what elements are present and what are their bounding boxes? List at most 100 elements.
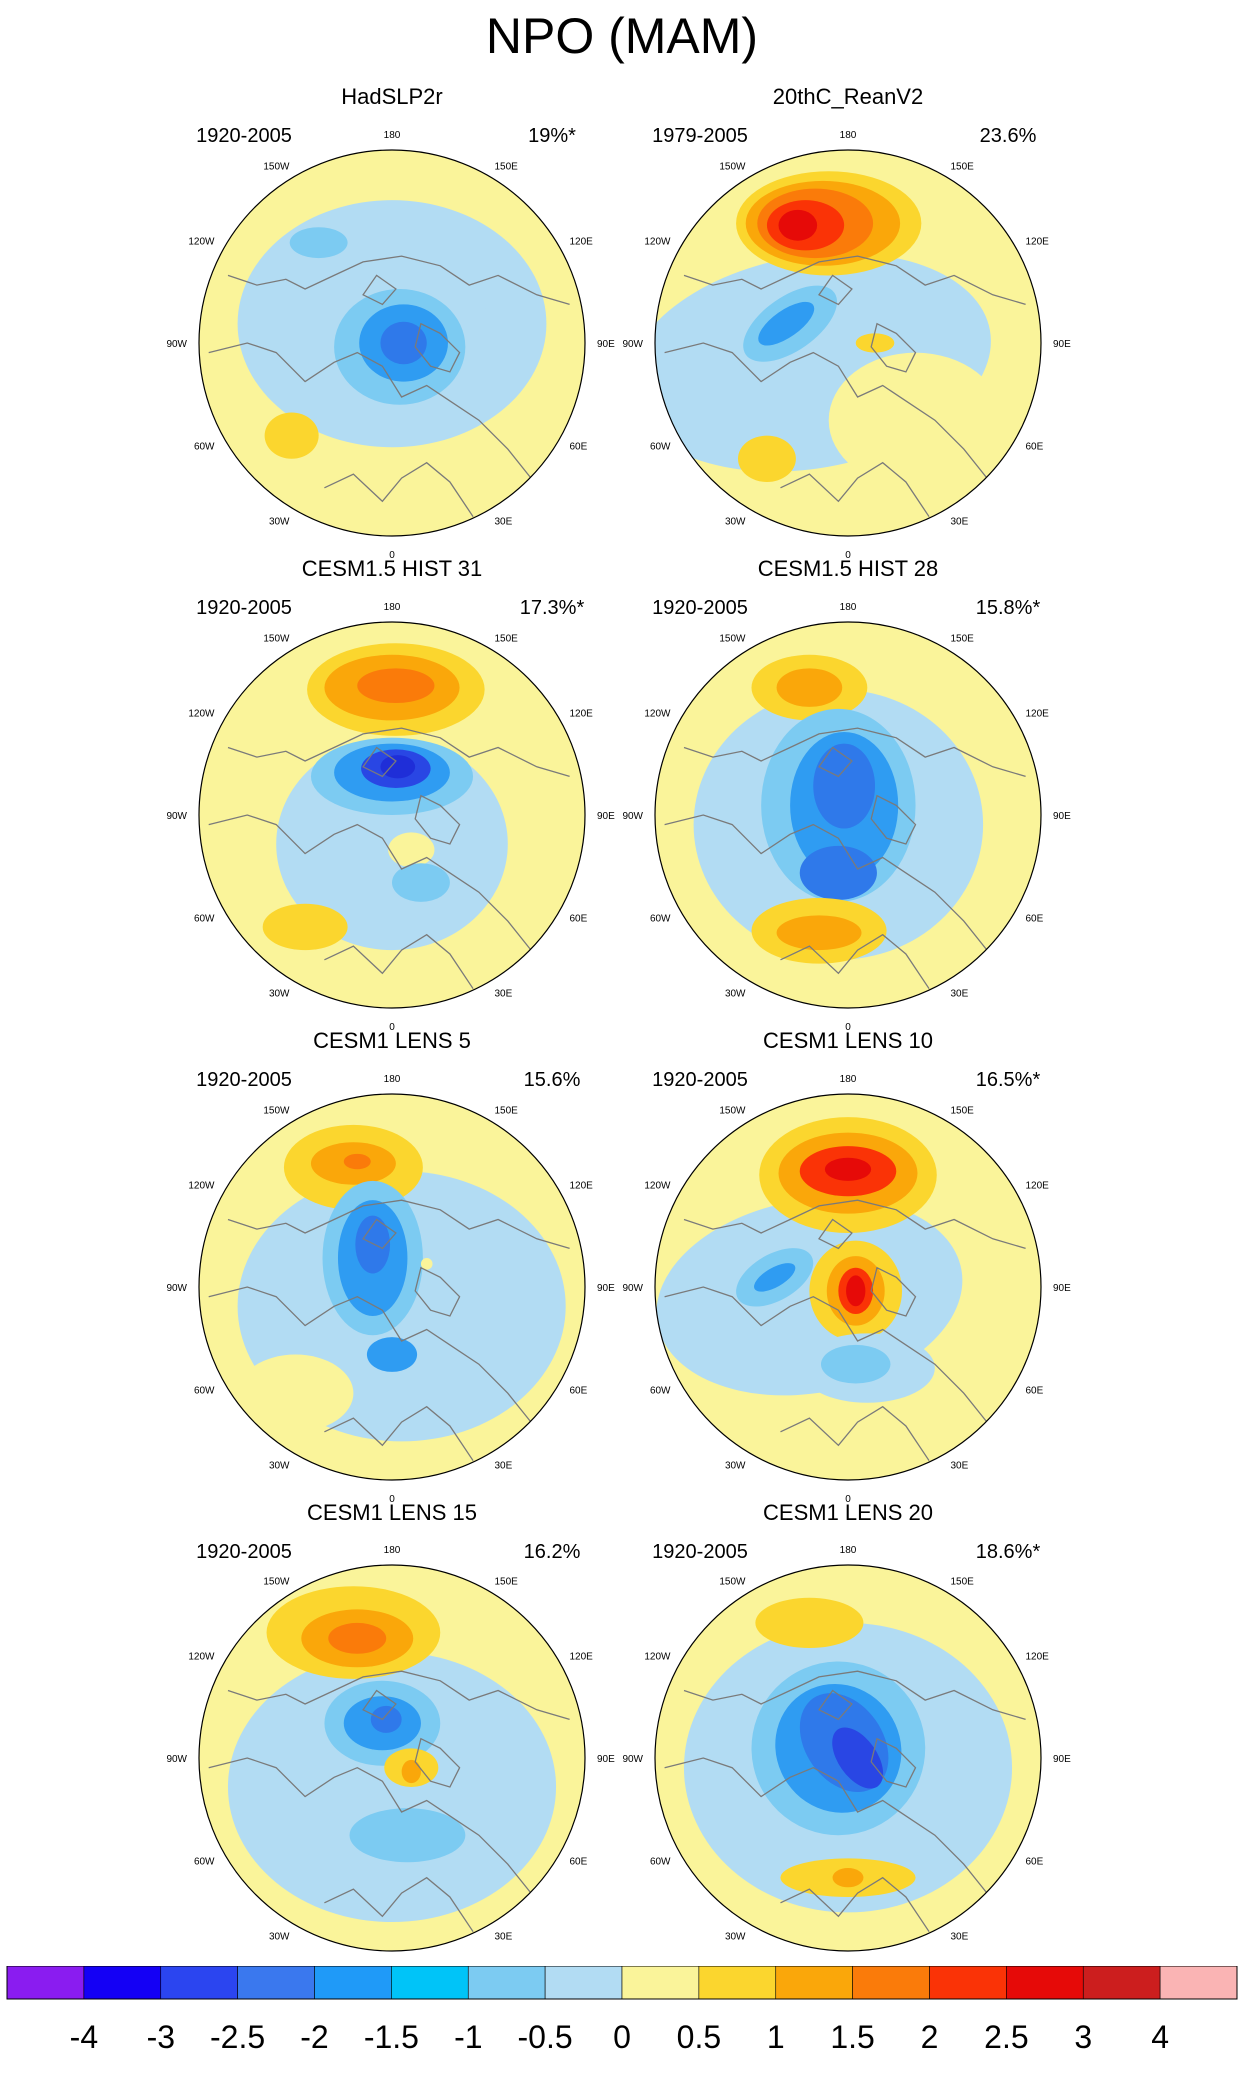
longitude-label: 120W xyxy=(644,237,671,248)
colorbar-tick-label: 3 xyxy=(1074,2019,1092,2055)
panel-variance: 15.6% xyxy=(524,1069,581,1091)
colorbar-swatch xyxy=(1006,1966,1084,2000)
map-border xyxy=(198,1093,586,1481)
map-field xyxy=(199,1565,585,1951)
coastline xyxy=(683,727,1026,778)
contour-shape xyxy=(264,412,319,459)
colorbar-tick-label: -4 xyxy=(70,2019,98,2055)
colorbar-swatch xyxy=(467,1966,546,2000)
map-field xyxy=(199,622,585,1008)
contour-shape xyxy=(832,1868,864,1888)
longitude-label: 150W xyxy=(719,1577,746,1588)
panel-variance: 16.2% xyxy=(524,1541,581,1563)
longitude-label: 60E xyxy=(1026,442,1044,453)
panel-period: 1920-2005 xyxy=(196,125,292,147)
map-border xyxy=(654,621,1042,1009)
coastline xyxy=(414,322,461,373)
longitude-label: 90E xyxy=(1053,811,1071,822)
coastline xyxy=(870,1266,917,1317)
longitude-label: 120W xyxy=(644,1652,671,1663)
longitude-label: 150E xyxy=(495,1577,519,1588)
longitude-label: 30W xyxy=(269,989,290,1000)
longitude-label: 120W xyxy=(188,237,215,248)
longitude-label: 0 xyxy=(389,1494,395,1505)
longitude-label: 30W xyxy=(269,517,290,528)
contour-shape xyxy=(237,1354,354,1432)
contour-shape xyxy=(380,755,416,779)
longitude-label: 180 xyxy=(840,1545,857,1556)
colorbar-swatch xyxy=(237,1966,315,2000)
coastline xyxy=(324,1405,474,1462)
longitude-label: 120E xyxy=(570,237,594,248)
coastline xyxy=(870,1737,917,1788)
longitude-label: 60E xyxy=(570,914,588,925)
longitude-label: 90E xyxy=(1053,1283,1071,1294)
longitude-label: 150W xyxy=(263,1106,290,1117)
coastline xyxy=(664,1286,988,1423)
longitude-label: 90W xyxy=(166,811,187,822)
longitude-label: 0 xyxy=(845,550,851,561)
colorbar-tick-label: 0.5 xyxy=(677,2019,721,2055)
panel-variance: 15.8%* xyxy=(976,597,1041,619)
panel-period: 1920-2005 xyxy=(652,1069,748,1091)
contour-shape xyxy=(813,743,876,829)
map-border xyxy=(198,149,586,537)
longitude-label: 120E xyxy=(1026,237,1050,248)
longitude-label: 90W xyxy=(622,1754,643,1765)
longitude-label: 30W xyxy=(269,1461,290,1472)
panel-title: HadSLP2r xyxy=(341,84,443,109)
map-border xyxy=(198,1564,586,1952)
panel-title: 20thC_ReanV2 xyxy=(773,84,923,109)
map-field xyxy=(199,150,585,536)
panel-title: CESM1.5 HIST 31 xyxy=(302,556,483,581)
panel-variance: 19%* xyxy=(528,125,576,147)
contour-shape xyxy=(227,1651,557,1923)
longitude-label: 150E xyxy=(951,1577,975,1588)
longitude-label: 30E xyxy=(495,989,513,1000)
map-field xyxy=(655,622,1041,1008)
panel-variance: 17.3%* xyxy=(520,597,585,619)
longitude-label: 60W xyxy=(650,1386,671,1397)
longitude-label: 120E xyxy=(1026,709,1050,720)
longitude-label: 120E xyxy=(570,1181,594,1192)
colorbar-tick-label: -2.5 xyxy=(210,2019,265,2055)
colorbar-swatch xyxy=(160,1966,238,2000)
longitude-label: 150W xyxy=(719,1106,746,1117)
longitude-label: 150E xyxy=(495,1106,519,1117)
panel-title: CESM1 LENS 20 xyxy=(763,1500,933,1525)
coastline xyxy=(414,794,461,845)
colorbar-swatch xyxy=(775,1966,853,2000)
longitude-label: 60W xyxy=(650,442,671,453)
map-panel: CESM1 LENS 10 1920-2005 16.5%* 180 150E 120E 9… xyxy=(622,1028,1071,1505)
map-panel: CESM1.5 HIST 28 1920-2005 15.8%* 180 150E 120… xyxy=(622,556,1071,1033)
longitude-label: 120E xyxy=(570,709,594,720)
longitude-label: 30E xyxy=(495,1932,513,1943)
longitude-label: 0 xyxy=(389,550,395,561)
colorbar-tick-label: 1.5 xyxy=(830,2019,874,2055)
longitude-label: 120W xyxy=(644,1181,671,1192)
coastline xyxy=(362,274,397,306)
longitude-label: 180 xyxy=(384,1074,401,1085)
longitude-label: 90E xyxy=(597,811,615,822)
longitude-label: 90E xyxy=(597,339,615,350)
panel-title: CESM1.5 HIST 28 xyxy=(758,556,939,581)
longitude-label: 30W xyxy=(269,1932,290,1943)
map-border xyxy=(198,621,586,1009)
longitude-label: 150W xyxy=(263,1577,290,1588)
longitude-label: 30E xyxy=(951,517,969,528)
map-panel: 20thC_ReanV2 1979-2005 23.6% 180 150E 120E 90E… xyxy=(622,84,1071,561)
contour-shape xyxy=(262,903,348,951)
colorbar-swatch xyxy=(698,1966,777,2000)
coastline xyxy=(208,814,532,951)
panel-period: 1920-2005 xyxy=(652,1541,748,1563)
colorbar-tick-label: -1 xyxy=(454,2019,482,2055)
colorbar-tick-label: -0.5 xyxy=(518,2019,573,2055)
coastline xyxy=(818,274,853,306)
longitude-label: 90W xyxy=(166,339,187,350)
longitude-label: 60W xyxy=(650,1857,671,1868)
longitude-label: 0 xyxy=(845,1494,851,1505)
longitude-label: 120E xyxy=(1026,1652,1050,1663)
longitude-label: 30E xyxy=(495,517,513,528)
longitude-label: 90W xyxy=(166,1283,187,1294)
coastline xyxy=(324,933,474,990)
